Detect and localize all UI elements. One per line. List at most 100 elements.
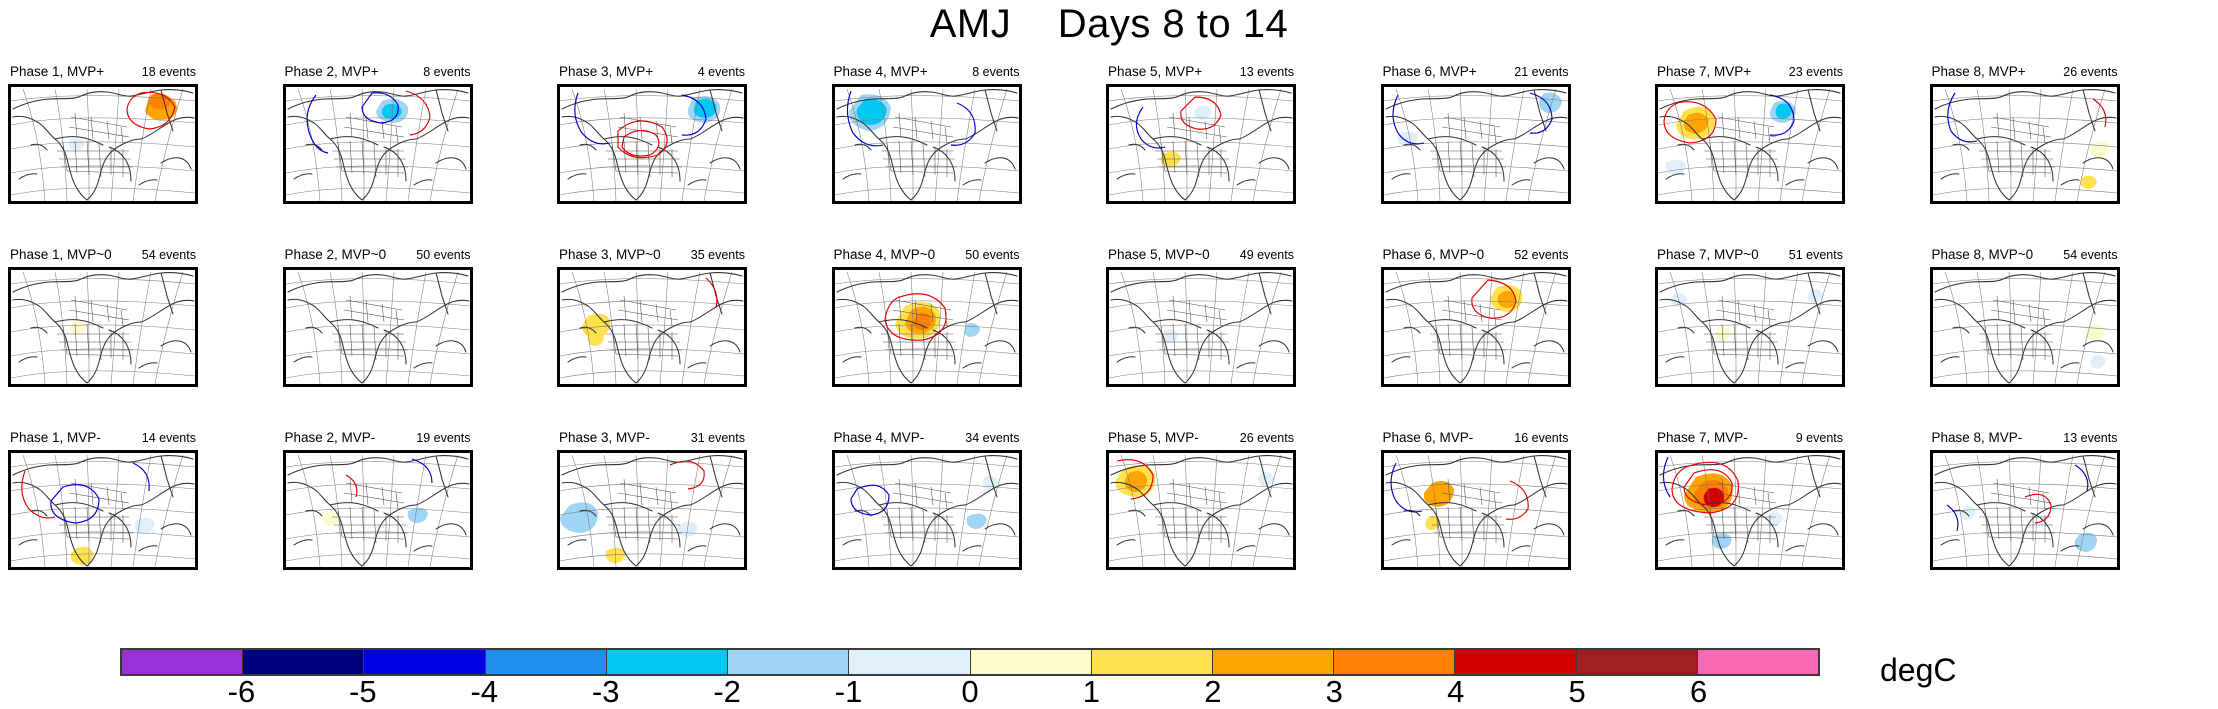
graticule-line bbox=[978, 271, 1007, 384]
coastline bbox=[1152, 319, 1202, 329]
map-axes[interactable] bbox=[831, 267, 1022, 387]
map-panel-p4-MVP+[interactable]: Phase 5, MVP+ 13 events bbox=[1106, 64, 1296, 204]
graticule-line bbox=[1658, 278, 1842, 285]
map-panel-p7-MVP+[interactable]: Phase 8, MVP+ 26 events bbox=[1929, 64, 2120, 204]
coastline bbox=[1665, 539, 1685, 546]
map-axes[interactable] bbox=[1380, 450, 1571, 570]
state-border bbox=[655, 486, 659, 506]
map-axes[interactable] bbox=[1929, 84, 2120, 204]
map-axes[interactable] bbox=[1655, 84, 1845, 204]
map-panel-p1-MVP+[interactable]: Phase 2, MVP+ 8 events bbox=[282, 64, 473, 204]
map-axes[interactable] bbox=[1380, 84, 1571, 204]
map-panel-p4-MVP-[interactable]: Phase 5, MVP- 26 events bbox=[1106, 430, 1296, 570]
coastline bbox=[2081, 272, 2096, 315]
shaded-anomaly-layer bbox=[375, 99, 408, 123]
coastline bbox=[1128, 326, 1146, 334]
graticule-line bbox=[560, 141, 744, 150]
map-axes[interactable] bbox=[282, 267, 473, 387]
map-panel-p0-MVP+[interactable]: Phase 1, MVP+ 18 events bbox=[8, 64, 198, 204]
coastline bbox=[909, 504, 966, 567]
state-border bbox=[1184, 140, 1188, 176]
map-panel-p5-MVP-[interactable]: Phase 6, MVP- 16 events bbox=[1380, 430, 1571, 570]
map-axes[interactable] bbox=[8, 450, 198, 570]
map-axes[interactable] bbox=[282, 84, 473, 204]
map-panel-p4-MVPapprox0[interactable]: Phase 5, MVP~0 49 events bbox=[1106, 247, 1296, 387]
map-panel-p6-MVP+[interactable]: Phase 7, MVP+ 23 events bbox=[1655, 64, 1845, 204]
map-axes[interactable] bbox=[8, 84, 198, 204]
graticule-line bbox=[1658, 553, 1842, 562]
map-axes[interactable] bbox=[1929, 450, 2120, 570]
state-border bbox=[1996, 478, 1999, 504]
graticule-line bbox=[846, 454, 869, 567]
map-panel-p0-MVP-[interactable]: Phase 1, MVP- 14 events bbox=[8, 430, 198, 570]
contour-line bbox=[21, 470, 56, 519]
contour-line bbox=[411, 458, 433, 484]
state-border bbox=[74, 112, 78, 138]
coastline bbox=[1184, 138, 1240, 201]
map-panel-p1-MVPapprox0[interactable]: Phase 2, MVP~0 50 events bbox=[282, 247, 473, 387]
map-panel-p0-MVPapprox0[interactable]: Phase 1, MVP~0 54 events bbox=[8, 247, 198, 387]
coastline bbox=[1426, 319, 1477, 329]
map-axes[interactable] bbox=[1929, 267, 2120, 387]
state-border bbox=[62, 142, 68, 172]
map-axes[interactable] bbox=[1655, 267, 1845, 387]
map-panel-p6-MVPapprox0[interactable]: Phase 7, MVP~0 51 events bbox=[1655, 247, 1845, 387]
map-axes[interactable] bbox=[557, 267, 747, 387]
coastline bbox=[709, 89, 723, 132]
map-panel-p7-MVPapprox0[interactable]: Phase 8, MVP~0 54 events bbox=[1929, 247, 2120, 387]
coastline bbox=[709, 523, 741, 536]
state-border bbox=[892, 309, 953, 321]
coastline bbox=[841, 539, 862, 546]
graticule-line bbox=[2076, 271, 2105, 384]
graticule-line bbox=[285, 300, 470, 309]
state-border bbox=[1166, 126, 1228, 138]
graticule-line bbox=[1757, 271, 1767, 384]
state-border bbox=[1447, 140, 1450, 174]
map-axes[interactable] bbox=[1655, 450, 1845, 570]
map-panel-p3-MVPapprox0[interactable]: Phase 4, MVP~0 50 events bbox=[831, 247, 1022, 387]
shaded-anomaly-layer bbox=[1423, 481, 1454, 530]
map-panel-p5-MVPapprox0[interactable]: Phase 6, MVP~0 52 events bbox=[1380, 247, 1571, 387]
graticule-line bbox=[1383, 531, 1568, 540]
map-axes[interactable] bbox=[1380, 267, 1571, 387]
graticule-line bbox=[11, 531, 195, 540]
map-panel-p2-MVPapprox0[interactable]: Phase 3, MVP~0 35 events bbox=[557, 247, 747, 387]
map-panel-p5-MVP+[interactable]: Phase 6, MVP+ 21 events bbox=[1380, 64, 1571, 204]
map-axes[interactable] bbox=[557, 450, 747, 570]
map-panel-p6-MVP-[interactable]: Phase 7, MVP- 9 events bbox=[1655, 430, 1845, 570]
graticule-line bbox=[11, 187, 195, 196]
map-panel-p7-MVP-[interactable]: Phase 8, MVP- 13 events bbox=[1929, 430, 2120, 570]
map-axes[interactable] bbox=[8, 267, 198, 387]
shaded-anomaly-layer bbox=[322, 507, 428, 526]
graticule-line bbox=[285, 483, 470, 492]
coastline bbox=[1510, 545, 1531, 552]
graticule-line bbox=[1383, 95, 1568, 102]
state-border bbox=[2028, 486, 2031, 506]
graticule-line bbox=[560, 95, 744, 102]
map-panel-p3-MVP+[interactable]: Phase 4, MVP+ 8 events bbox=[831, 64, 1022, 204]
graticule-line bbox=[1383, 278, 1568, 285]
contour-layer bbox=[1470, 279, 1517, 319]
coastline bbox=[2061, 482, 2117, 506]
map-panel-p1-MVP-[interactable]: Phase 2, MVP- 19 events bbox=[282, 430, 473, 570]
anomaly-patch bbox=[1767, 512, 1783, 526]
map-axes[interactable] bbox=[282, 450, 473, 570]
map-axes[interactable] bbox=[1106, 84, 1296, 204]
coastline bbox=[689, 116, 744, 140]
panel-header: Phase 7, MVP- 9 events bbox=[1655, 430, 1845, 448]
coastline-layer bbox=[1384, 455, 1568, 567]
coastline bbox=[30, 143, 48, 151]
map-panel-p3-MVP-[interactable]: Phase 4, MVP- 34 events bbox=[831, 430, 1022, 570]
map-axes[interactable] bbox=[831, 84, 1022, 204]
map-panel-p2-MVP-[interactable]: Phase 3, MVP- 31 events bbox=[557, 430, 747, 570]
state-border bbox=[349, 478, 352, 504]
state-border bbox=[2008, 506, 2011, 542]
map-panel-p2-MVP+[interactable]: Phase 3, MVP+ 4 events bbox=[557, 64, 747, 204]
coastline bbox=[1236, 545, 1256, 552]
coastline bbox=[160, 272, 174, 315]
map-axes[interactable] bbox=[1106, 267, 1296, 387]
map-axes[interactable] bbox=[831, 450, 1022, 570]
coastline bbox=[1390, 356, 1411, 363]
map-axes[interactable] bbox=[1106, 450, 1296, 570]
map-axes[interactable] bbox=[557, 84, 747, 204]
